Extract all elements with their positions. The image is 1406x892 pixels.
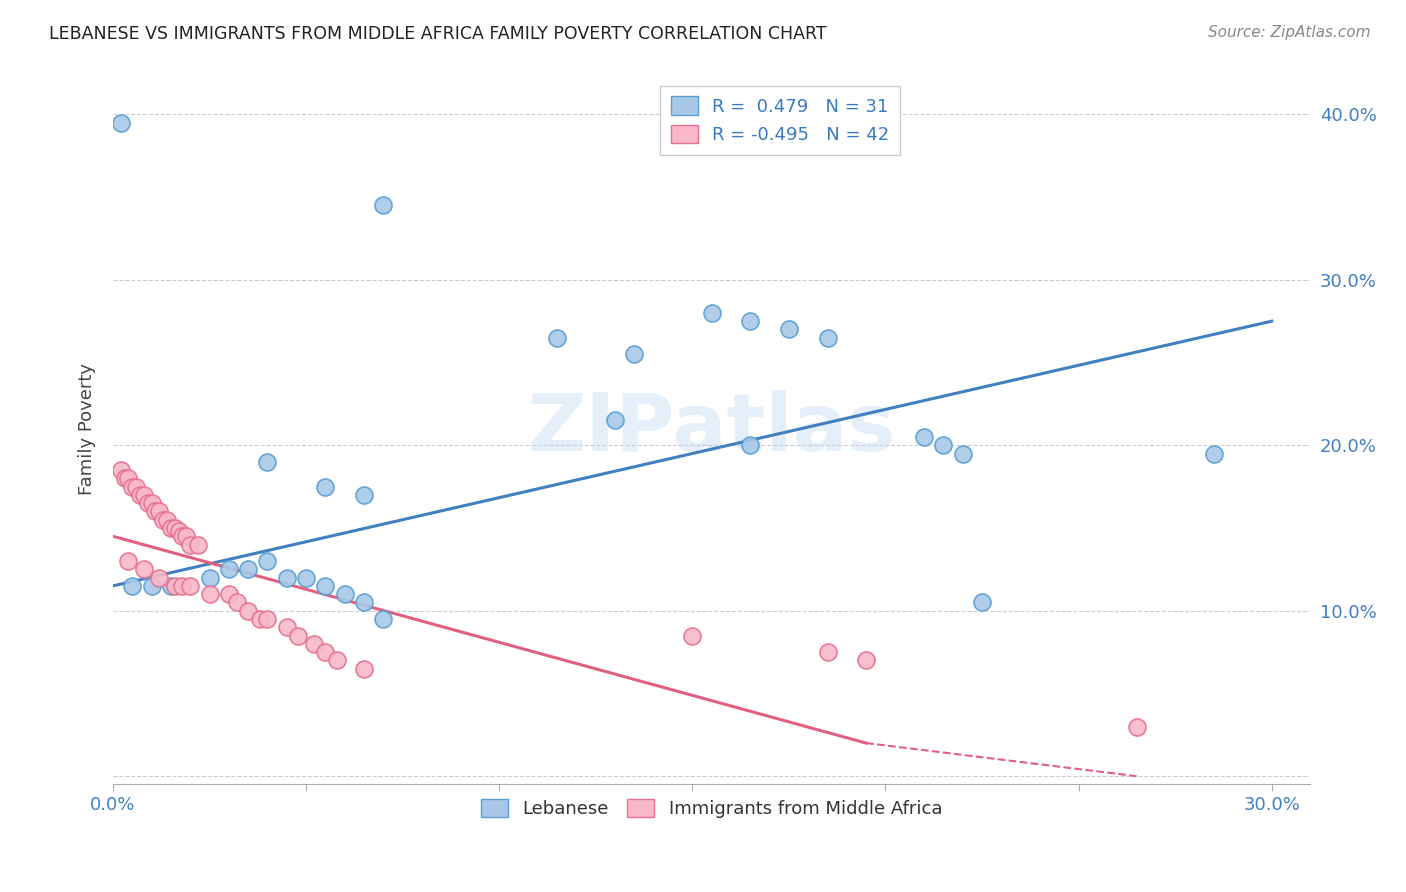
Point <box>167 524 190 539</box>
Point <box>160 579 183 593</box>
Point <box>187 537 209 551</box>
Point <box>172 529 194 543</box>
Point <box>603 413 626 427</box>
Point <box>141 496 163 510</box>
Point <box>163 579 186 593</box>
Point <box>276 571 298 585</box>
Point <box>218 587 240 601</box>
Point <box>152 513 174 527</box>
Point <box>179 537 201 551</box>
Point <box>198 571 221 585</box>
Point <box>912 430 935 444</box>
Point <box>148 504 170 518</box>
Point <box>700 306 723 320</box>
Point <box>236 562 259 576</box>
Point <box>314 480 336 494</box>
Point <box>681 628 703 642</box>
Point <box>952 446 974 460</box>
Point <box>160 521 183 535</box>
Point <box>129 488 152 502</box>
Point <box>110 463 132 477</box>
Point <box>276 620 298 634</box>
Point <box>132 562 155 576</box>
Point <box>546 331 568 345</box>
Text: Source: ZipAtlas.com: Source: ZipAtlas.com <box>1208 25 1371 40</box>
Point <box>302 637 325 651</box>
Point <box>110 115 132 129</box>
Point <box>333 587 356 601</box>
Text: ZIPatlas: ZIPatlas <box>527 390 896 467</box>
Point <box>623 347 645 361</box>
Point <box>326 653 349 667</box>
Point <box>855 653 877 667</box>
Point <box>132 488 155 502</box>
Text: LEBANESE VS IMMIGRANTS FROM MIDDLE AFRICA FAMILY POVERTY CORRELATION CHART: LEBANESE VS IMMIGRANTS FROM MIDDLE AFRIC… <box>49 25 827 43</box>
Point <box>117 471 139 485</box>
Point <box>156 513 179 527</box>
Point <box>778 322 800 336</box>
Point <box>125 480 148 494</box>
Point <box>373 612 395 626</box>
Point <box>373 198 395 212</box>
Y-axis label: Family Poverty: Family Poverty <box>79 363 96 495</box>
Point <box>172 579 194 593</box>
Point <box>287 628 309 642</box>
Point <box>121 579 143 593</box>
Point <box>1125 719 1147 733</box>
Point <box>236 604 259 618</box>
Legend: Lebanese, Immigrants from Middle Africa: Lebanese, Immigrants from Middle Africa <box>474 791 949 825</box>
Point <box>145 504 167 518</box>
Point <box>314 645 336 659</box>
Point <box>970 595 993 609</box>
Point <box>225 595 247 609</box>
Point <box>817 331 839 345</box>
Point <box>141 579 163 593</box>
Point <box>198 587 221 601</box>
Point <box>817 645 839 659</box>
Point <box>353 662 375 676</box>
Point <box>218 562 240 576</box>
Point <box>176 529 198 543</box>
Point <box>136 496 159 510</box>
Point <box>932 438 955 452</box>
Point <box>249 612 271 626</box>
Point <box>163 521 186 535</box>
Point <box>179 579 201 593</box>
Point <box>256 554 278 568</box>
Point <box>740 438 762 452</box>
Point <box>314 579 336 593</box>
Point <box>256 455 278 469</box>
Point <box>295 571 318 585</box>
Point <box>353 595 375 609</box>
Point <box>353 488 375 502</box>
Point <box>114 471 136 485</box>
Point <box>148 571 170 585</box>
Point <box>1202 446 1225 460</box>
Point <box>117 554 139 568</box>
Point <box>121 480 143 494</box>
Point <box>256 612 278 626</box>
Point <box>740 314 762 328</box>
